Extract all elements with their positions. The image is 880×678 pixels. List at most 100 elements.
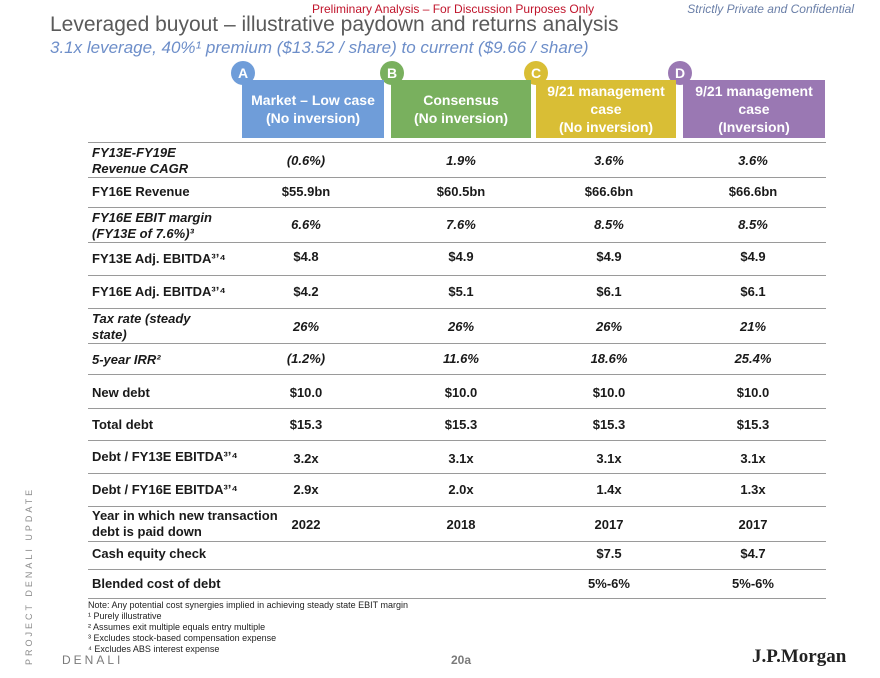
row-label: FY16E Adj. EBITDA³ʼ⁴ <box>92 284 226 299</box>
cell-value: 5%-6% <box>588 576 630 591</box>
cell-value: 2.9x <box>293 482 319 497</box>
cell-value: 2022 <box>291 517 321 532</box>
column-header-market-low: Market – Low case (No inversion) <box>242 80 384 138</box>
row-label: FY13E-FY19E Revenue CAGR <box>92 145 189 176</box>
table-row: New debt $10.0 $10.0 $10.0 $10.0 <box>88 375 826 409</box>
cell-value: $4.9 <box>740 249 766 264</box>
column-header-consensus: Consensus (No inversion) <box>391 80 531 138</box>
cell-value: 7.6% <box>446 217 476 232</box>
table-row: Tax rate (steady state) 26% 26% 26% 21% <box>88 309 826 344</box>
footnote: ⁴ Excludes ABS interest expense <box>88 644 220 654</box>
cell-value: 26% <box>595 319 623 334</box>
cell-value: $15.3 <box>289 417 323 432</box>
cell-value: (0.6%) <box>286 153 326 168</box>
table-row: Total debt $15.3 $15.3 $15.3 $15.3 <box>88 409 826 441</box>
cell-value: 3.1x <box>448 451 474 466</box>
cell-value: 25.4% <box>734 351 772 366</box>
cell-value: $4.9 <box>448 249 474 264</box>
column-header-line1: 9/21 management case <box>547 83 665 117</box>
table-row: FY13E Adj. EBITDA³ʼ⁴ $4.8 $4.9 $4.9 $4.9 <box>88 243 826 276</box>
cell-value: $6.1 <box>740 284 766 299</box>
cell-value: 3.6% <box>594 153 624 168</box>
cell-value: $4.9 <box>596 249 622 264</box>
confidential-notice: Strictly Private and Confidential <box>687 2 854 16</box>
page-title: Leveraged buyout – illustrative paydown … <box>50 13 619 36</box>
cell-value: $66.6bn <box>728 184 778 199</box>
footnotes: Note: Any potential cost synergies impli… <box>88 600 408 655</box>
cell-value: $10.0 <box>736 385 770 400</box>
cell-value: $6.1 <box>596 284 622 299</box>
cell-value: $10.0 <box>444 385 478 400</box>
row-label: Blended cost of debt <box>92 576 221 591</box>
cell-value: 2017 <box>594 517 624 532</box>
cell-value: 3.6% <box>738 153 768 168</box>
row-label: Debt / FY13E EBITDA³ʼ⁴ <box>92 449 238 464</box>
table-row: Cash equity check $7.5 $4.7 <box>88 542 826 570</box>
row-label: Debt / FY16E EBITDA³ʼ⁴ <box>92 482 238 497</box>
footer-brand: DENALI <box>62 653 124 667</box>
cell-value: $4.7 <box>740 546 766 561</box>
cell-value: 26% <box>447 319 475 334</box>
column-header-line1: Market – Low case <box>251 92 375 108</box>
row-label: FY13E Adj. EBITDA³ʼ⁴ <box>92 251 226 266</box>
cell-value: 26% <box>292 319 320 334</box>
row-label: New debt <box>92 385 150 400</box>
cell-value: 21% <box>739 319 767 334</box>
table-row: Blended cost of debt 5%-6% 5%-6% <box>88 570 826 599</box>
top-banner: Preliminary Analysis – For Discussion Pu… <box>0 2 880 16</box>
cell-value: 8.5% <box>738 217 768 232</box>
footnote: ¹ Purely illustrative <box>88 611 162 621</box>
page-subtitle: 3.1x leverage, 40%¹ premium ($13.52 / sh… <box>50 38 589 57</box>
table-row: FY16E Revenue $55.9bn $60.5bn $66.6bn $6… <box>88 177 826 208</box>
side-project-label: PROJECT DENALI UPDATE <box>24 486 34 665</box>
cell-value: 18.6% <box>590 351 628 366</box>
cell-value: 3.1x <box>596 451 622 466</box>
footnote: Note: Any potential cost synergies impli… <box>88 600 409 610</box>
footnote: ² Assumes exit multiple equals entry mul… <box>88 622 266 632</box>
table-row: Debt / FY13E EBITDA³ʼ⁴ 3.2x 3.1x 3.1x 3.… <box>88 441 826 474</box>
column-header-line2: (No inversion) <box>265 110 361 126</box>
column-header-mgmt-inversion: 9/21 management case (Inversion) <box>683 80 825 138</box>
cell-value: $15.3 <box>444 417 478 432</box>
cell-value: 2018 <box>446 517 476 532</box>
cell-value: 1.3x <box>740 482 766 497</box>
cell-value: 3.2x <box>293 451 319 466</box>
preliminary-notice: Preliminary Analysis – For Discussion Pu… <box>312 2 595 16</box>
cell-value: $15.3 <box>592 417 626 432</box>
table-row: Year in which new transaction debt is pa… <box>88 507 826 542</box>
cell-value: 5%-6% <box>732 576 774 591</box>
row-label: Cash equity check <box>92 546 207 561</box>
cell-value: $66.6bn <box>584 184 634 199</box>
column-header-line2: (Inversion) <box>718 119 790 135</box>
column-header-line1: 9/21 management case <box>695 83 813 117</box>
jpmorgan-logo: J.P.Morgan <box>752 646 847 667</box>
cell-value: $7.5 <box>596 546 622 561</box>
cell-value: 3.1x <box>740 451 766 466</box>
cell-value: 1.9% <box>446 153 476 168</box>
cell-value: $10.0 <box>592 385 626 400</box>
row-label: Total debt <box>92 417 154 432</box>
footnote: ³ Excludes stock-based compensation expe… <box>88 633 277 643</box>
row-label: FY16E EBIT margin (FY13E of 7.6%)³ <box>92 210 212 241</box>
column-header-line1: Consensus <box>423 92 499 108</box>
cell-value: $4.2 <box>293 284 319 299</box>
cell-value: $5.1 <box>448 284 474 299</box>
cell-value: $60.5bn <box>436 184 486 199</box>
column-header-mgmt-no-inversion: 9/21 management case (No inversion) <box>536 80 676 138</box>
table-row: FY16E Adj. EBITDA³ʼ⁴ $4.2 $5.1 $6.1 $6.1 <box>88 276 826 309</box>
cell-value: 8.5% <box>594 217 624 232</box>
column-header-line2: (No inversion) <box>413 110 509 126</box>
cell-value: 11.6% <box>443 351 479 366</box>
cell-value: 6.6% <box>291 217 321 232</box>
row-label: Tax rate (steady state) <box>92 311 191 342</box>
table-row: Debt / FY16E EBITDA³ʼ⁴ 2.9x 2.0x 1.4x 1.… <box>88 474 826 507</box>
cell-value: $15.3 <box>736 417 770 432</box>
page-number: 20a <box>451 653 472 667</box>
cell-value: 2.0x <box>448 482 474 497</box>
table-row: 5-year IRR² (1.2%) 11.6% 18.6% 25.4% <box>88 344 826 375</box>
row-label: FY16E Revenue <box>92 184 190 199</box>
cell-value: 2017 <box>738 517 768 532</box>
cell-value: 1.4x <box>596 482 622 497</box>
table-row: FY13E-FY19E Revenue CAGR (0.6%) 1.9% 3.6… <box>88 142 826 178</box>
table-row: FY16E EBIT margin (FY13E of 7.6%)³ 6.6% … <box>88 208 826 243</box>
